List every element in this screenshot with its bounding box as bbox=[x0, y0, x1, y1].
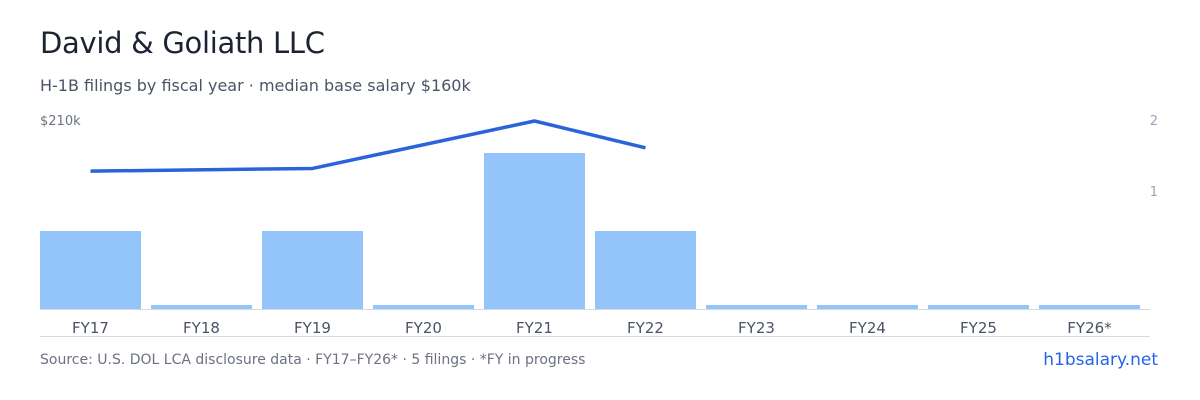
bar-fy25 bbox=[928, 305, 1029, 309]
chart-title: David & Goliath LLC bbox=[40, 26, 325, 60]
x-tick-label: FY18 bbox=[183, 319, 220, 337]
x-tick-label: FY19 bbox=[294, 319, 331, 337]
x-tick-label: FY23 bbox=[738, 319, 775, 337]
x-tick-label: FY21 bbox=[516, 319, 553, 337]
bar-fy26-inprogress bbox=[1039, 305, 1140, 309]
right-axis-tick-label: 1 bbox=[1150, 185, 1158, 200]
x-tick-label: FY26* bbox=[1067, 319, 1112, 337]
x-tick-label: FY22 bbox=[627, 319, 664, 337]
x-tick-label: FY17 bbox=[72, 319, 109, 337]
x-tick-label: FY20 bbox=[405, 319, 442, 337]
chart-subtitle: H-1B filings by fiscal year · median bas… bbox=[40, 76, 471, 95]
bar-fy17 bbox=[40, 231, 141, 309]
x-tick-label: FY25 bbox=[960, 319, 997, 337]
left-axis-tick-label: $210k bbox=[40, 114, 81, 129]
source-note: Source: U.S. DOL LCA disclosure data · F… bbox=[40, 352, 586, 368]
bar-fy22 bbox=[595, 231, 696, 309]
brand-link[interactable]: h1bsalary.net bbox=[1043, 350, 1158, 370]
x-tick-label: FY24 bbox=[849, 319, 886, 337]
bar-fy20 bbox=[373, 305, 474, 309]
bar-fy21 bbox=[484, 153, 585, 309]
bar-fy18 bbox=[151, 305, 252, 309]
bar-fy24 bbox=[817, 305, 918, 309]
right-axis-tick-label: 2 bbox=[1150, 114, 1158, 129]
bar-fy19 bbox=[262, 231, 363, 309]
median-salary-line bbox=[90, 119, 646, 173]
bar-fy23 bbox=[706, 305, 807, 309]
